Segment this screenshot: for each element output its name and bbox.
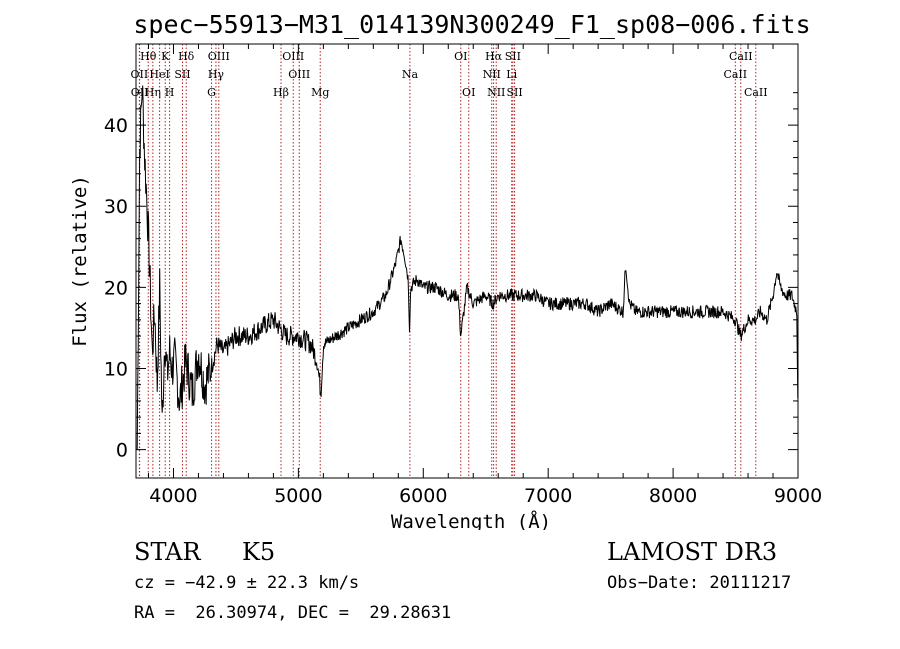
object-subclass: K5 [242,538,276,566]
line-label-lines_top-2: Hδ [178,50,195,63]
line-label-lines_top-8: CaII [729,50,753,63]
line-label-lines_top-0: Hθ [140,50,157,63]
line-label-lines_bot-2: H [165,86,175,99]
line-label-lines_top-4: OIII [282,50,304,63]
line-label-lines_mid-5: Na [402,68,419,81]
y-tick-label-0: 0 [116,440,128,462]
line-label-lines_mid-8: CaII [723,68,747,81]
spectrum-chart: 4000 5000 6000 7000 8000 9000 0 10 20 30 40 Hθ K Hδ O… [69,10,822,530]
coordinates: RA = 26.30974, DEC = 29.28631 [134,603,452,623]
plot-axes: 4000 5000 6000 7000 8000 9000 0 10 20 30 40 [104,43,822,507]
line-label-lines_top-5: OI [454,50,467,63]
line-label-lines_bot-3: G [207,86,216,99]
line-label-lines_mid-1: HeI [149,68,169,81]
y-axis-label: Flux (relative) [69,175,91,347]
line-label-lines_top-3: OIII [208,50,230,63]
y-tick-label-10: 10 [104,358,128,380]
chart-title: spec−55913−M31_014139N300249_F1_sp08−006… [133,10,810,39]
line-label-lines_mid-7: Li [506,68,517,81]
x-tick-label-7000: 7000 [524,485,572,507]
line-label-lines_mid-2: SII [174,68,190,81]
line-label-lines_bot-4: Hβ [273,86,289,99]
line-label-lines_top-7: SII [505,50,521,63]
observation-date: Obs−Date: 20111217 [607,573,792,593]
line-label-lines_mid-3: Hγ [208,68,225,81]
plot-frame [135,43,799,479]
x-tick-label-9000: 9000 [774,485,822,507]
x-tick-label-6000: 6000 [399,485,447,507]
line-label-lines_bot-6: OI [462,86,475,99]
redshift-cz: cz = −42.9 ± 22.3 km/s [134,573,360,593]
survey-name: LAMOST DR3 [607,538,778,566]
line-label-lines_bot-0: OII [131,86,149,99]
line-label-lines_mid-4: OIII [288,68,310,81]
line-label-lines_top-6: Hα [485,50,503,63]
x-tick-label-8000: 8000 [649,485,697,507]
y-tick-label-40: 40 [104,115,128,137]
emission-line-markers [138,44,757,478]
y-tick-label-30: 30 [104,196,128,218]
line-label-lines_bot-8: SII [506,86,522,99]
line-label-lines_bot-7: NII [487,86,505,99]
line-label-lines_bot-5: Mg [311,86,329,99]
x-axis-label: Wavelength (Å) [391,510,551,530]
object-class: STAR [134,538,201,566]
line-label-lines_bot-9: CaII [744,86,768,99]
line-label-lines_bot-1: Hη [145,86,161,99]
line-label-lines_mid-0: OII [131,68,149,81]
y-tick-label-20: 20 [104,277,128,299]
x-tick-label-5000: 5000 [274,485,322,507]
line-label-lines_mid-6: NII [483,68,501,81]
spectrum-line [136,85,799,451]
x-tick-label-4000: 4000 [149,485,197,507]
spectrum-series [136,85,799,451]
line-label-lines_top-1: K [161,50,170,63]
